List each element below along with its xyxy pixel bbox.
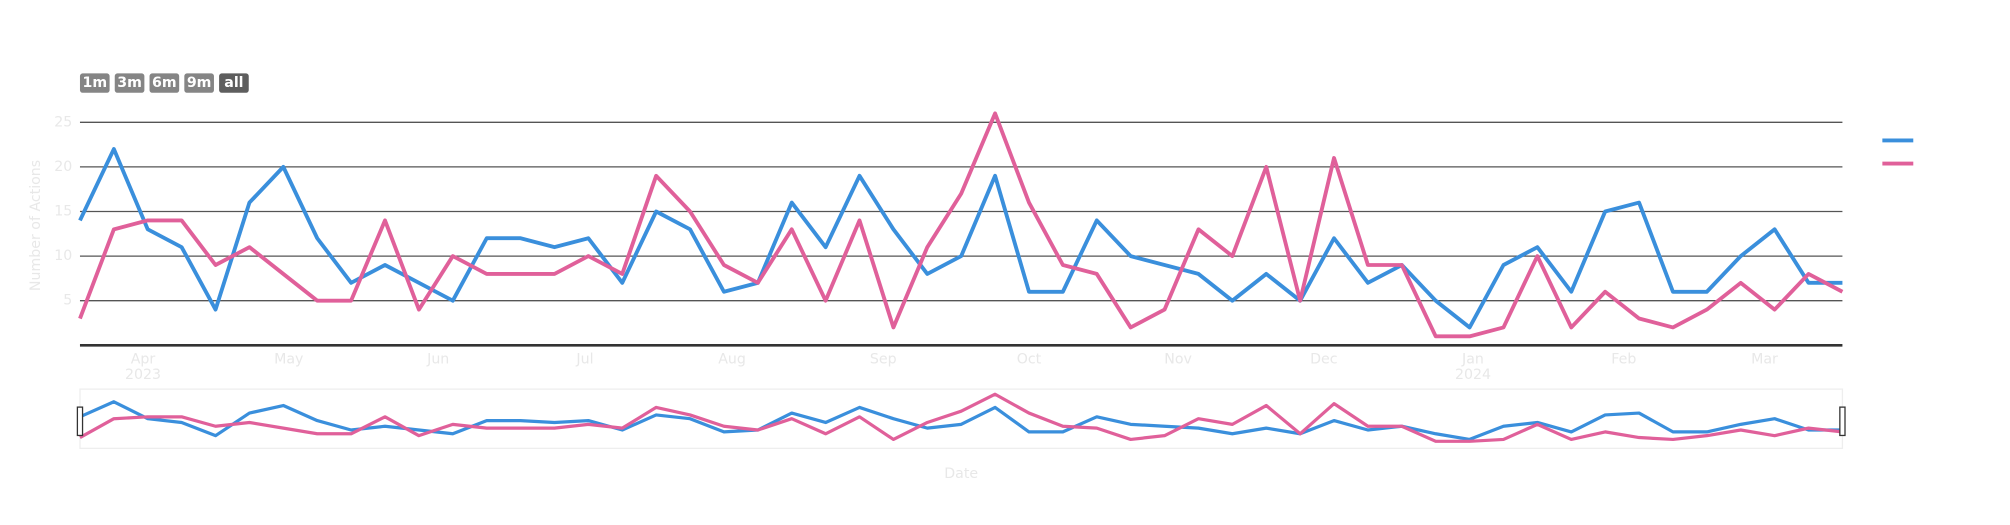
x-tick-label: May (274, 351, 303, 367)
range-slider-handle[interactable] (1839, 406, 1846, 437)
range-slider-handle[interactable] (76, 406, 84, 437)
y-tick-label: 5 (63, 293, 72, 309)
range-button[interactable]: 1m (79, 73, 110, 93)
range-slider-bg (79, 388, 1844, 449)
x-tick-label: Jan 2024 (1455, 351, 1491, 382)
x-tick-label: Jun (426, 351, 449, 367)
range-button-bg[interactable] (114, 73, 145, 93)
x-axis-title: Date (944, 466, 978, 482)
range-button-bg[interactable] (79, 73, 110, 93)
x-tick-label: Nov (1164, 351, 1192, 367)
range-button-label[interactable]: 3m (117, 75, 142, 91)
y-axis-title: Number of Actions (28, 160, 44, 291)
x-tick-label: Aug (718, 351, 746, 367)
range-button[interactable]: 9m (184, 73, 214, 93)
series-line (78, 147, 1843, 330)
range-button-bg[interactable] (184, 73, 214, 93)
x-tick-label: Dec (1310, 351, 1337, 367)
x-tick-label: Mar (1751, 351, 1778, 367)
range-button-label[interactable]: all (224, 75, 243, 91)
y-tick-label: 20 (54, 159, 72, 175)
x-tick-label: Sep (870, 351, 897, 367)
range-button-bg[interactable] (219, 73, 249, 93)
x-tick-label: Feb (1611, 351, 1636, 367)
y-tick-label: 15 (54, 203, 72, 219)
x-tick-label: Oct (1017, 351, 1042, 367)
range-button-label[interactable]: 1m (82, 75, 107, 91)
series-line (78, 111, 1844, 339)
range-button[interactable]: 6m (149, 73, 180, 93)
range-button[interactable]: 3m (114, 73, 145, 93)
range-button-label[interactable]: 6m (152, 75, 177, 91)
range-button[interactable]: all (219, 73, 249, 93)
x-tick-label: Jul (575, 351, 593, 367)
slider-line (79, 400, 1843, 442)
range-button-label[interactable]: 9m (187, 75, 212, 91)
y-tick-label: 10 (54, 248, 72, 264)
slider-line (79, 392, 1843, 443)
range-button-bg[interactable] (149, 73, 180, 93)
x-tick-label: Apr 2023 (125, 351, 161, 382)
y-tick-label: 25 (54, 114, 72, 130)
